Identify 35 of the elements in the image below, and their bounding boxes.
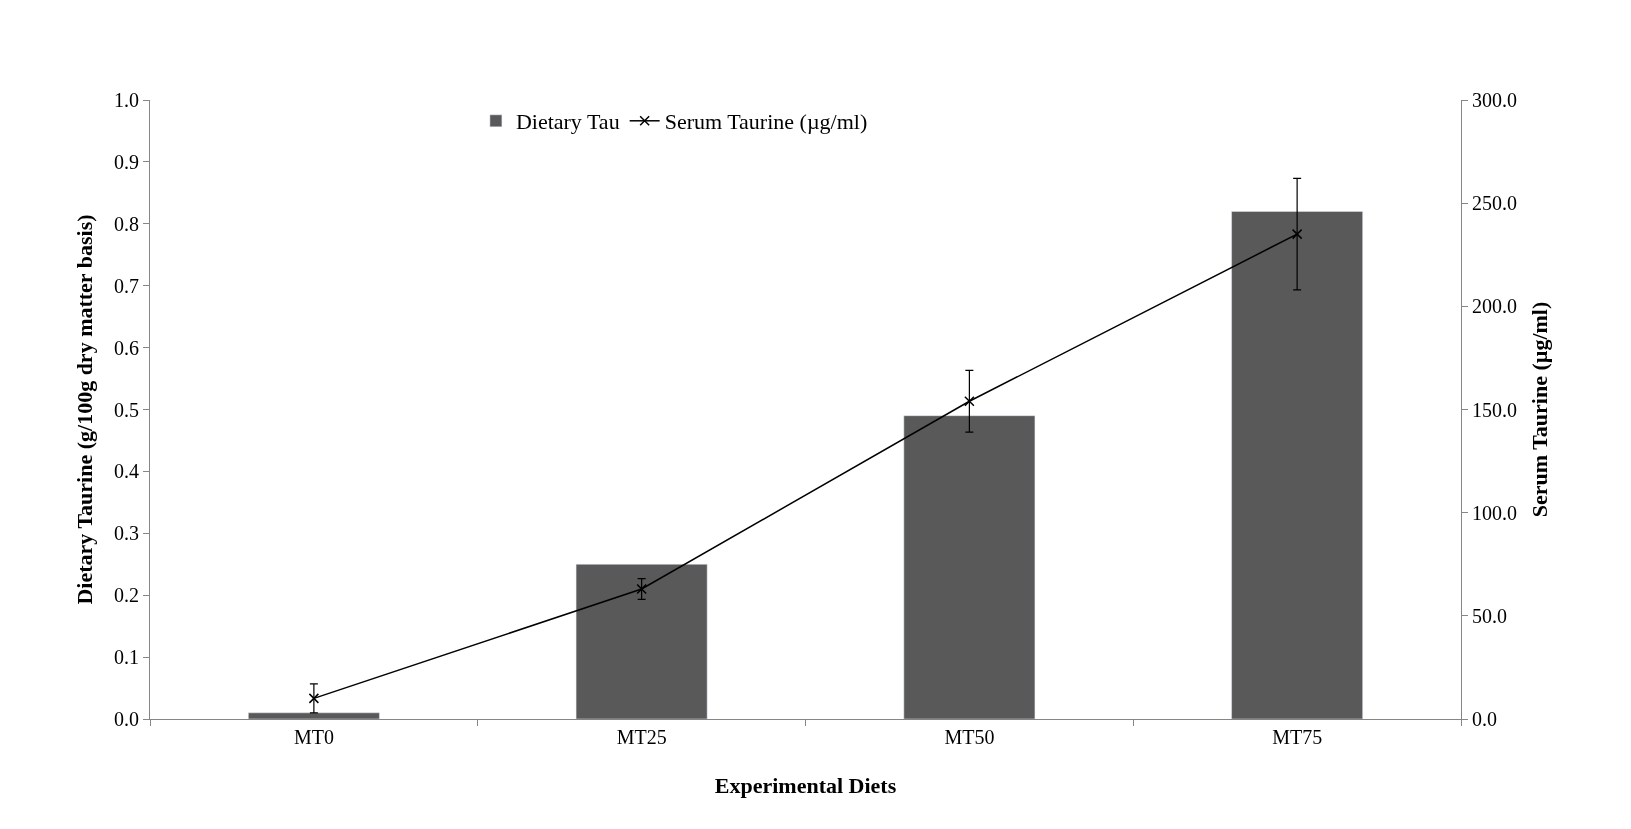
x-tick-label: MT75	[1272, 726, 1323, 748]
y-tick-label: 0.2	[114, 584, 139, 607]
y-tick-label: 0.0	[114, 708, 139, 730]
y2-tick-label: 150.0	[1472, 398, 1517, 421]
point	[636, 583, 647, 595]
bar	[1231, 211, 1363, 719]
y-tick-label: 0.1	[114, 646, 139, 669]
y2-tick-label: 50.0	[1472, 604, 1507, 627]
y2-tick-label: 200.0	[1472, 295, 1517, 318]
y-tick-label: 0.8	[114, 212, 139, 235]
x-tick-label: MT0	[293, 726, 334, 748]
y-tick-label: 0.5	[114, 398, 139, 421]
y-axis-title: Dietary Taurine (g/100g dry matter basis)	[71, 214, 97, 605]
legend-label: Serum Taurine (µg/ml)	[664, 109, 868, 135]
y-tick-label: 0.4	[114, 460, 139, 483]
bar	[248, 712, 380, 719]
legend-label: Dietary Tau	[515, 109, 620, 135]
x-axis-title: Experimental Diets	[714, 772, 897, 798]
x-tick-label: MT25	[616, 726, 667, 748]
bar	[903, 415, 1036, 719]
y-tick-label: 1.0	[114, 89, 139, 111]
point	[964, 396, 975, 407]
y2-axis-title: Serum Taurine (µg/ml)	[1526, 301, 1552, 518]
y2-tick-label: 300.0	[1472, 89, 1517, 111]
point	[1291, 228, 1303, 240]
x-tick-label: MT50	[944, 726, 995, 748]
bar	[575, 564, 708, 719]
point	[308, 693, 320, 704]
y2-tick-label: 100.0	[1472, 501, 1517, 524]
y2-tick-label: 0.0	[1472, 708, 1497, 730]
y-tick-label: 0.7	[114, 274, 139, 297]
y-tick-label: 0.9	[114, 150, 139, 173]
y2-tick-label: 250.0	[1472, 192, 1517, 215]
y-tick-label: 0.3	[114, 522, 139, 545]
y-tick-label: 0.6	[114, 336, 139, 359]
